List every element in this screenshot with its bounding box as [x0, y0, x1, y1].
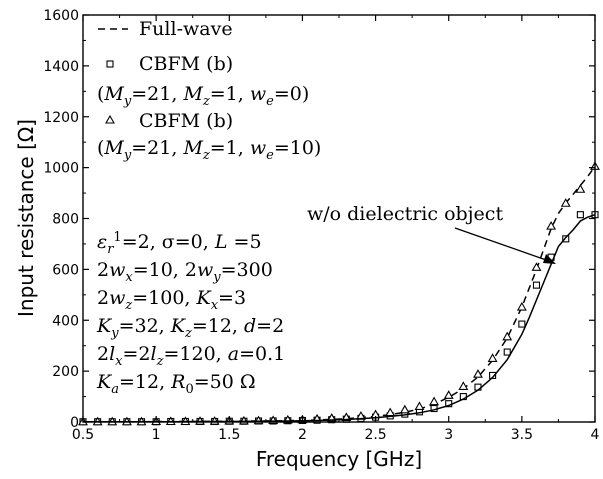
- data-point-triangle: [473, 369, 483, 378]
- data-point-square: [518, 320, 526, 328]
- data-point-triangle: [546, 221, 557, 230]
- x-tick-label: 3: [444, 427, 453, 443]
- x-tick-label: 2.5: [364, 427, 386, 443]
- annotation-arrow-line: [454, 227, 550, 262]
- data-point-triangle: [443, 390, 454, 399]
- y-tick-label: 600: [52, 262, 79, 278]
- data-point-triangle: [531, 262, 542, 271]
- y-tick-label: 1000: [43, 161, 79, 177]
- param-line-2: 2wx=10, 2wy=300: [97, 259, 273, 285]
- param-line-6: Ka=12, R0=50 Ω: [96, 371, 256, 397]
- y-tick-label: 1600: [43, 8, 79, 24]
- data-point-triangle: [458, 381, 469, 390]
- annotation-arrowhead: [543, 254, 556, 264]
- annotation-text: w/o dielectric object: [307, 203, 503, 225]
- y-tick-label: 800: [52, 212, 79, 228]
- data-point-square: [562, 235, 570, 243]
- y-tick-label: 1200: [43, 110, 79, 126]
- data-point-square: [576, 211, 584, 219]
- legend-label-full-wave: Full-wave: [139, 18, 233, 40]
- legend-label-cbfm-square: CBFM (b): [139, 53, 233, 75]
- y-tick-label: 200: [52, 364, 79, 380]
- data-point-triangle: [414, 401, 425, 411]
- x-tick-label: 2: [298, 427, 307, 443]
- data-point-triangle: [487, 353, 498, 362]
- data-point-triangle: [502, 331, 513, 341]
- data-point-triangle: [385, 407, 396, 417]
- legend-label-cbfm-triangle: CBFM (b): [139, 110, 233, 132]
- y-tick-label: 1400: [43, 59, 79, 75]
- x-axis-label: Frequency [GHz]: [256, 447, 422, 471]
- legend: Full-wave CBFM (b) (My=21, Mz=1, we=0) C…: [97, 18, 321, 163]
- param-line-1: εr1=2, σ=0, L =5: [97, 230, 262, 257]
- data-point-triangle: [429, 396, 440, 406]
- x-tick-label: 0.5: [72, 427, 94, 443]
- x-tick-label: 3.5: [511, 427, 533, 443]
- param-line-4: Ky=32, Kz=12, d=2: [96, 315, 284, 341]
- param-line-5: 2lx=2lz=120, a=0.1: [97, 343, 285, 369]
- legend-triangle-marker: [105, 114, 115, 124]
- y-tick-label: 0: [70, 415, 79, 431]
- data-point-square: [503, 348, 511, 356]
- series-line-full-wave: [83, 165, 596, 423]
- axis-tick-labels: 0.5 1 1.5 2 2.5 3 3.5 4 0 200 400 600 800 1000 1200 140…: [43, 8, 599, 443]
- data-point-triangle: [575, 184, 586, 193]
- x-tick-label: 1.5: [218, 427, 240, 443]
- y-axis-label: Input resistance [Ω]: [14, 119, 38, 317]
- x-tick-label: 4: [591, 427, 600, 443]
- legend-square-marker: [106, 60, 114, 68]
- parameter-block: εr1=2, σ=0, L =5 2wx=10, 2wy=300 2wz=100…: [96, 230, 285, 397]
- data-point-square: [532, 281, 541, 289]
- data-point-triangle: [516, 301, 527, 311]
- legend-params-we0: (My=21, Mz=1, we=0): [97, 83, 309, 109]
- y-tick-label: 400: [52, 313, 79, 329]
- axis-ticks: [82, 14, 596, 423]
- data-point-triangle: [560, 198, 571, 207]
- data-point-triangle: [399, 404, 410, 414]
- param-line-3: 2wz=100, Kx=3: [97, 287, 246, 313]
- x-tick-label: 1: [152, 427, 161, 443]
- legend-params-we10: (My=21, Mz=1, we=10): [97, 137, 321, 163]
